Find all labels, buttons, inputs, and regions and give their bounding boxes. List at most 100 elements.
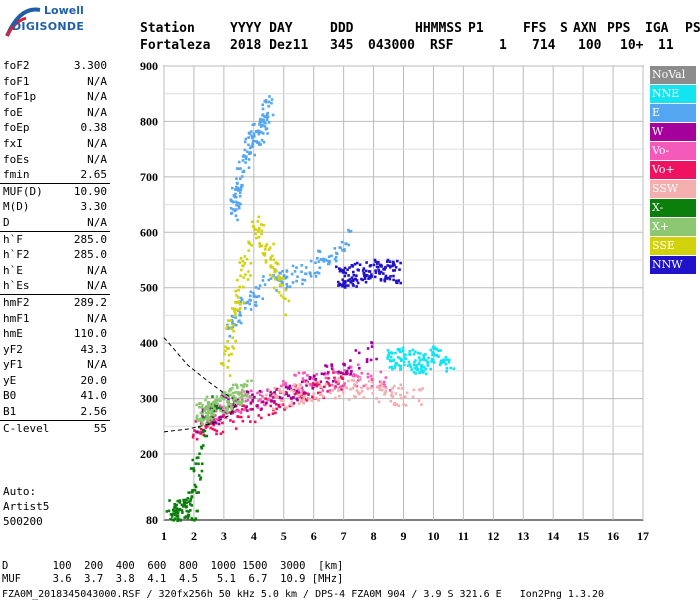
data-point-vo- xyxy=(302,379,306,383)
data-point-x- xyxy=(228,389,231,393)
data-point-vo- xyxy=(240,408,244,411)
data-point-vo- xyxy=(281,403,285,407)
data-point-ssw xyxy=(279,390,283,393)
data-point-nne xyxy=(447,360,451,364)
data-point-e xyxy=(265,118,269,121)
data-point-e xyxy=(247,136,250,139)
data-point-vo- xyxy=(259,416,263,420)
param-row: D N/A xyxy=(0,215,110,231)
data-point-x- xyxy=(176,499,180,503)
data-point-nne xyxy=(433,354,437,357)
data-point-e xyxy=(258,284,262,287)
param-row: hmF2 289.2 xyxy=(0,293,110,311)
data-point-x- xyxy=(231,398,235,402)
param-row: hmE 110.0 xyxy=(0,326,110,342)
data-point-e xyxy=(301,278,304,282)
data-point-x- xyxy=(204,417,208,421)
data-point-e xyxy=(301,282,304,286)
data-point-ssw xyxy=(399,383,403,387)
data-point-e xyxy=(244,137,248,141)
data-point-vo- xyxy=(327,382,331,385)
data-point-vo- xyxy=(360,371,364,375)
data-point-w xyxy=(251,407,254,411)
data-point-e xyxy=(258,120,262,123)
data-point-w xyxy=(347,366,351,370)
data-point-e xyxy=(304,272,307,276)
data-point-vo- xyxy=(274,402,278,406)
data-point-x- xyxy=(209,417,212,420)
data-point-ssw xyxy=(375,397,378,400)
data-point-nnw xyxy=(386,258,390,262)
data-point-ssw xyxy=(267,389,271,392)
data-point-x- xyxy=(174,517,177,521)
data-point-x- xyxy=(213,407,216,411)
data-point-sse xyxy=(233,310,236,313)
data-point-ssw xyxy=(285,406,289,410)
data-point-ssw xyxy=(362,396,366,399)
data-point-nne xyxy=(444,356,448,359)
data-point-e xyxy=(333,257,337,261)
param-row: MUF(D) 10.90 xyxy=(0,182,110,200)
data-point-x- xyxy=(183,503,187,507)
data-point-sse xyxy=(282,296,285,299)
data-point-sse xyxy=(271,266,275,269)
data-point-e xyxy=(328,260,332,263)
param-key: foF2 xyxy=(3,59,30,72)
data-point-e xyxy=(238,191,242,194)
data-point-ssw xyxy=(377,400,381,404)
data-point-nnw xyxy=(372,263,376,267)
data-point-sse xyxy=(237,288,240,292)
data-point-e xyxy=(236,186,240,190)
y-tick-label: 80 xyxy=(146,513,158,527)
data-point-sse xyxy=(277,290,281,294)
data-point-ssw xyxy=(341,391,345,394)
data-point-w xyxy=(202,428,205,432)
data-point-x- xyxy=(194,485,198,489)
data-point-nnw xyxy=(373,258,377,262)
data-point-e xyxy=(309,259,313,263)
data-point-vo- xyxy=(192,433,195,437)
data-point-x- xyxy=(190,491,193,494)
data-point-e xyxy=(245,301,249,305)
data-point-vo- xyxy=(342,384,346,388)
x-tick-label: 11 xyxy=(458,529,469,543)
param-key: D xyxy=(3,215,10,229)
polarization-legend: NoVal NNE E W Vo- Vo+ SSW X- X+ SSE NNW xyxy=(650,66,696,275)
data-point-x- xyxy=(180,503,184,507)
data-point-nne xyxy=(415,364,418,367)
data-point-nnw xyxy=(351,278,355,281)
data-point-nne xyxy=(400,358,403,361)
data-point-sse xyxy=(268,273,272,277)
data-point-x- xyxy=(175,510,178,514)
data-point-e xyxy=(260,138,264,142)
data-point-vo- xyxy=(206,425,209,428)
data-point-ssw xyxy=(378,388,381,391)
data-point-vo- xyxy=(209,426,213,430)
data-point-x- xyxy=(192,469,196,473)
data-point-w xyxy=(284,385,288,389)
data-point-nne xyxy=(437,355,440,358)
data-point-sse xyxy=(268,246,272,250)
data-point-x- xyxy=(242,394,246,398)
data-point-vo- xyxy=(218,419,222,422)
data-point-x- xyxy=(241,388,244,392)
data-point-e xyxy=(251,142,254,146)
data-point-sse xyxy=(242,264,245,268)
data-point-vo- xyxy=(213,419,217,423)
data-point-x- xyxy=(249,396,253,399)
data-point-ssw xyxy=(389,399,393,403)
data-point-nnw xyxy=(373,275,377,279)
data-point-nnw xyxy=(336,280,340,284)
data-point-e xyxy=(252,294,256,297)
data-point-e xyxy=(326,259,329,263)
legend-item-x-: X+ xyxy=(650,217,696,237)
data-point-e xyxy=(263,121,266,125)
data-point-ssw xyxy=(337,388,341,391)
data-point-x- xyxy=(185,501,188,505)
data-point-x- xyxy=(194,462,198,465)
data-point-w xyxy=(220,415,223,419)
data-point-nnw xyxy=(370,273,373,276)
data-point-ssw xyxy=(297,394,301,398)
data-point-nne xyxy=(413,366,417,370)
param-key: foEs xyxy=(3,152,30,166)
